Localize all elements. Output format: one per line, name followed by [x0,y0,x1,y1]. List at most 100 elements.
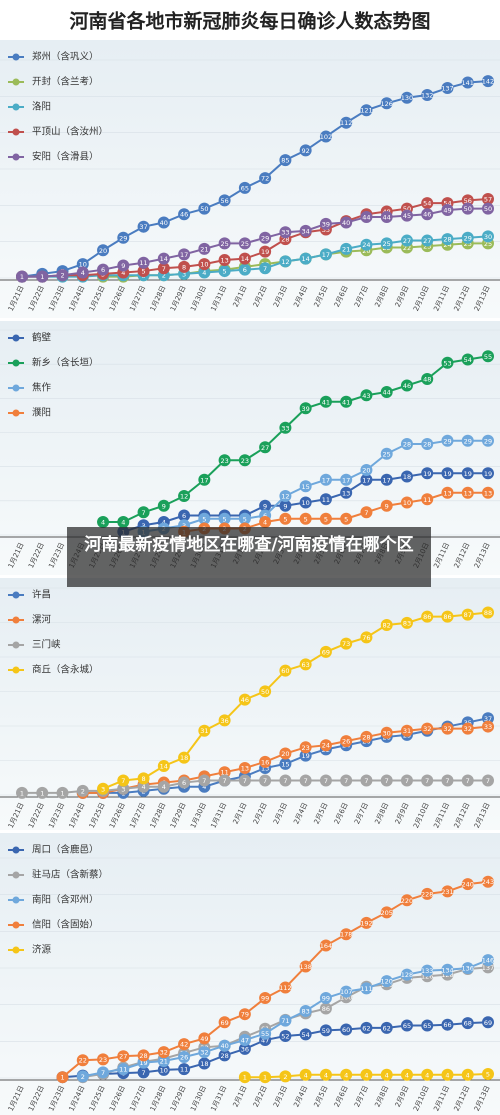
data-label: 9 [263,502,267,510]
point [76,266,89,279]
point [259,992,272,1005]
legend-label: 濮阳 [32,407,51,419]
point [238,263,251,276]
point [441,233,454,246]
data-label: 48 [423,376,431,384]
point [380,210,393,223]
point [340,735,353,748]
data-label: 37 [139,223,147,231]
data-label: 60 [342,1026,350,1034]
data-label: 55 [484,353,492,361]
point [299,496,312,509]
data-label: 10 [79,261,87,269]
data-label: 92 [302,147,310,155]
data-label: 11 [322,496,330,504]
point [137,220,150,233]
point [319,1002,332,1015]
point [421,373,434,385]
point [421,234,434,247]
point [259,262,272,275]
data-label: 3 [121,785,125,793]
point [259,172,272,185]
data-label: 4 [304,1071,308,1079]
point [340,985,353,998]
data-label: 11 [139,259,147,267]
data-label: 50 [464,205,472,213]
point [218,237,231,250]
data-label: 23 [423,243,431,251]
point [461,1017,474,1030]
data-label: 1 [243,1074,247,1082]
data-label: 1 [263,1074,267,1082]
point [198,258,211,271]
point [340,116,353,129]
legend-marker [12,591,20,599]
data-label: 102 [320,133,332,141]
data-label: 22 [79,1057,87,1065]
point [319,130,332,143]
point [218,1039,231,1052]
data-label: 111 [360,985,372,993]
data-label: 65 [423,1022,431,1030]
point [400,968,413,981]
point [340,1068,353,1081]
data-label: 7 [141,1069,145,1077]
point [97,1053,110,1066]
point [218,1049,231,1062]
data-label: 66 [443,1021,451,1029]
data-label: 7 [283,777,287,785]
data-label: 4 [445,1071,449,1079]
data-label: 43 [362,392,370,400]
data-label: 20 [362,247,370,255]
legend-marker [12,384,20,392]
legend-label: 信阳（含固始） [32,919,99,931]
point [238,1042,251,1055]
point [421,197,434,210]
data-label: 21 [160,1058,168,1066]
data-label: 4 [121,269,125,277]
data-label: 32 [464,725,472,733]
data-label: 14 [302,255,310,263]
point [421,887,434,900]
data-label: 46 [180,211,188,219]
point [259,441,272,454]
data-label: 146 [482,957,494,965]
point [299,960,312,973]
point [157,499,170,512]
point [76,1054,89,1067]
point [299,749,312,762]
point [482,486,494,499]
data-label: 8 [141,775,145,783]
point [299,741,312,754]
data-label: 7 [385,777,389,785]
data-label: 100 [340,994,352,1002]
point [178,1063,191,1076]
point [157,1055,170,1068]
point [400,774,413,787]
point [76,784,89,797]
point [319,739,332,752]
data-label: 25 [241,240,249,248]
point [461,608,474,621]
point [16,786,28,799]
data-label: 46 [403,382,411,390]
data-label: 17 [322,476,330,484]
point [360,916,373,929]
data-label: 13 [342,489,350,497]
data-label: 29 [464,234,472,242]
data-label: 7 [425,777,429,785]
data-label: 13 [261,765,269,773]
caption: 河南最新疫情地区在哪查/河南疫情在哪个区 [67,527,431,587]
point [157,252,170,265]
data-label: 29 [261,234,269,242]
data-label: 8 [182,263,186,271]
data-label: 5 [141,268,145,276]
data-label: 1 [20,789,24,797]
point [198,512,211,525]
data-label: 60 [281,667,289,675]
data-label: 10 [302,499,310,507]
series-line [62,1021,489,1079]
legend-label: 许昌 [32,589,51,601]
data-label: 46 [241,696,249,704]
legend-label: 郑州（含巩义） [32,51,99,63]
